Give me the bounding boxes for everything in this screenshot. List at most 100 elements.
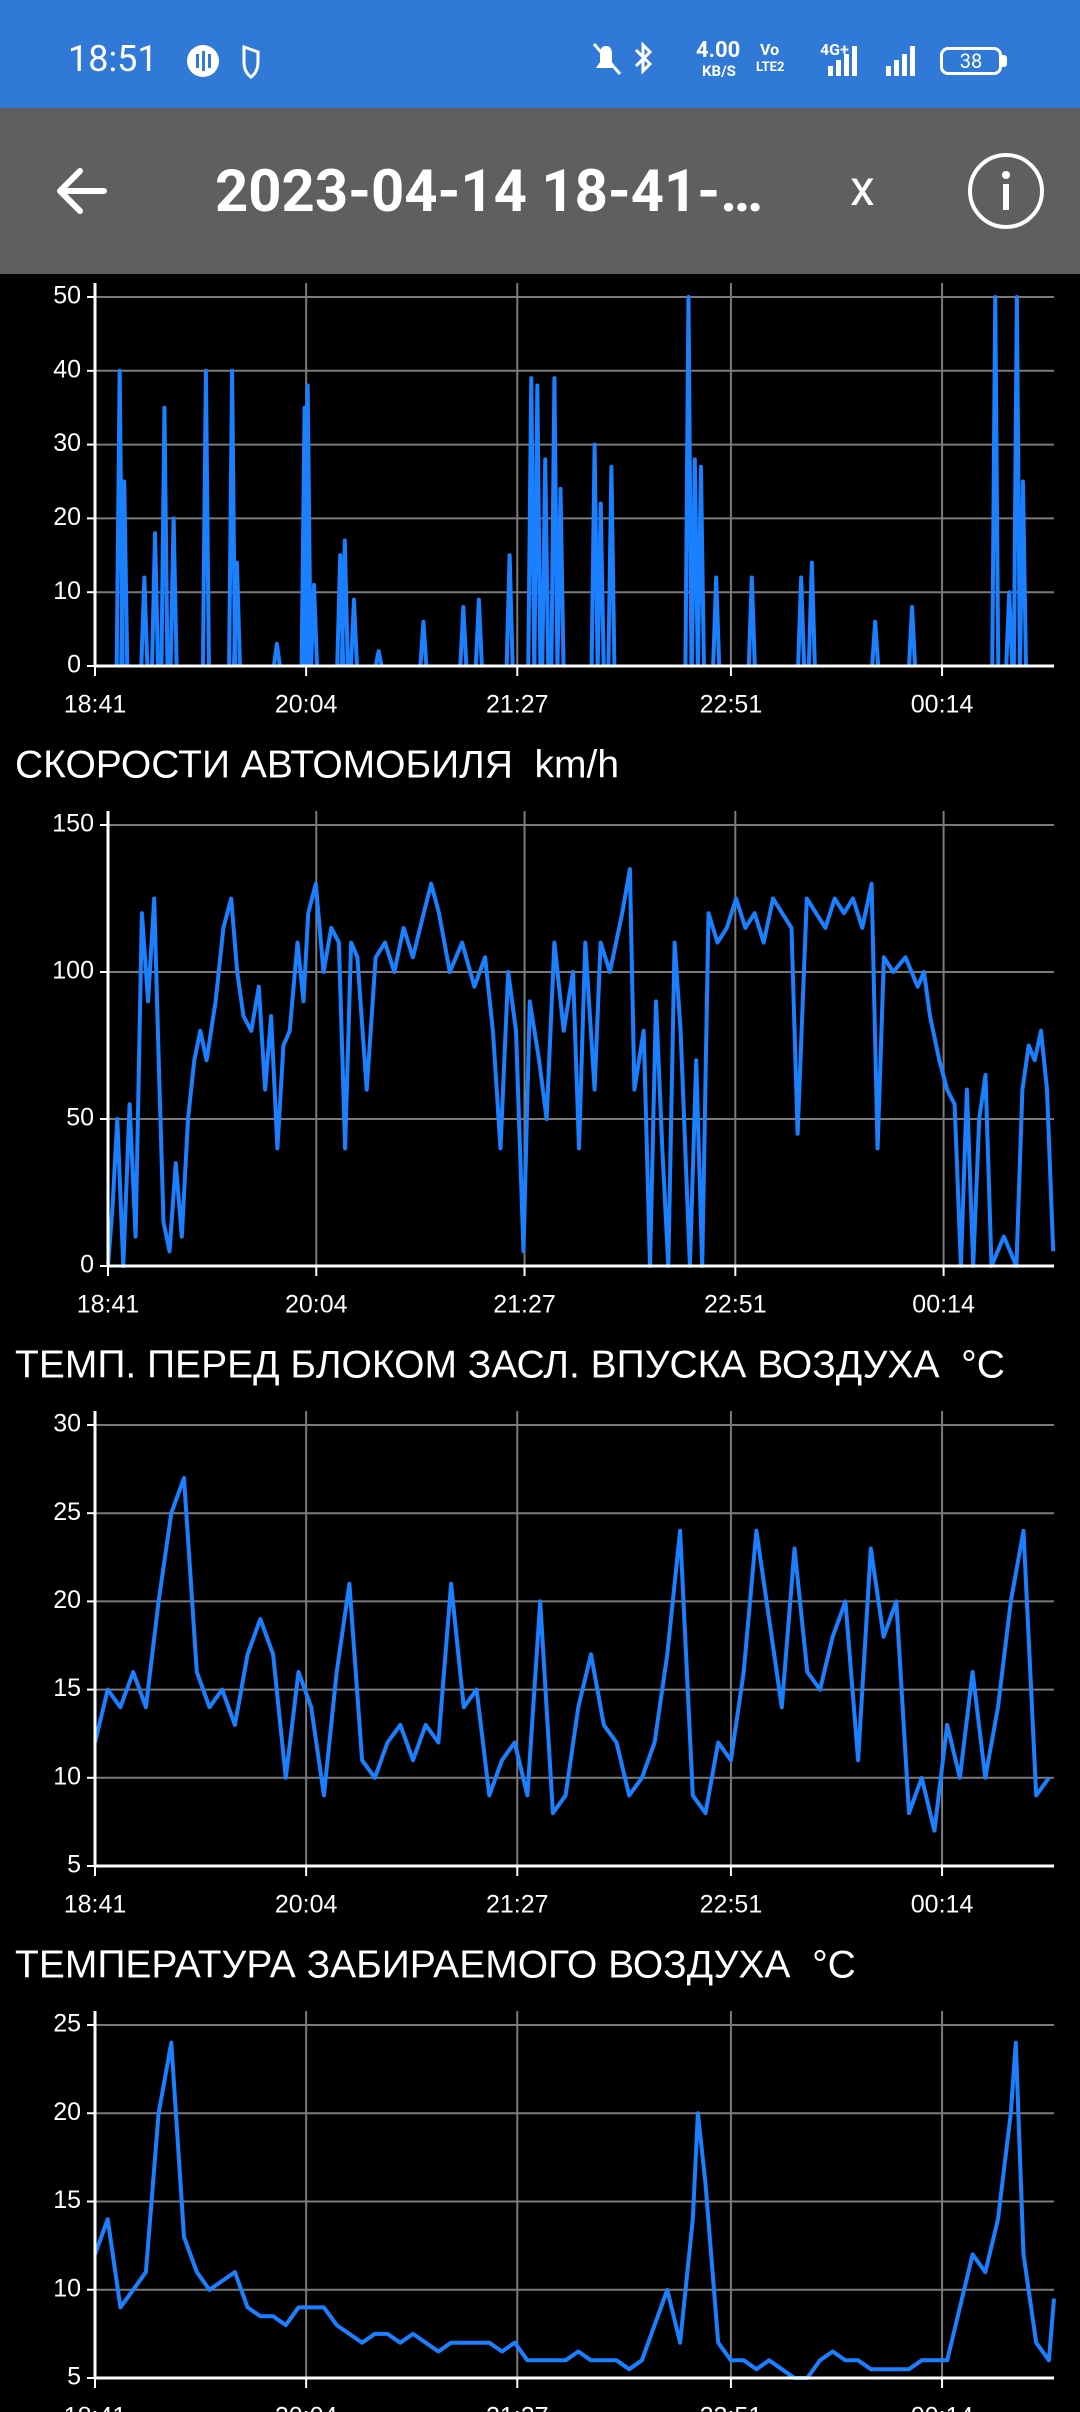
x-tick-label: 21:27 bbox=[486, 691, 549, 719]
volte-sub: LTE2 bbox=[756, 60, 785, 75]
y-tick-label: 100 bbox=[52, 957, 94, 985]
data-line bbox=[93, 1475, 1051, 1833]
spike bbox=[526, 376, 537, 667]
x-tick-label: 00:14 bbox=[912, 1291, 975, 1319]
y-tick-label: 20 bbox=[53, 503, 81, 531]
spike bbox=[1004, 590, 1015, 667]
spike bbox=[589, 442, 600, 667]
spike bbox=[418, 619, 429, 667]
spike bbox=[227, 368, 238, 667]
screen-title: 2023-04-14 18-41-… bbox=[215, 158, 764, 226]
app-bar: 2023-04-14 18-41-… x bbox=[0, 108, 1080, 274]
y-tick-label: 15 bbox=[53, 1674, 81, 1702]
info-button[interactable] bbox=[966, 151, 1046, 231]
spike bbox=[150, 531, 161, 667]
x-tick-label: 18:41 bbox=[77, 1291, 140, 1319]
spike bbox=[870, 619, 881, 667]
chart-title: ТЕМПЕРАТУРА ЗАБИРАЕМОГО ВОЗДУХА °C bbox=[15, 1943, 856, 1986]
x-tick-label: 22:51 bbox=[704, 1291, 767, 1319]
x-tick-label: 22:51 bbox=[700, 2403, 763, 2412]
clock: 18:51 bbox=[68, 38, 158, 80]
y-tick-label: 15 bbox=[53, 2186, 81, 2214]
x-tick-label: 18:41 bbox=[64, 691, 127, 719]
y-tick-label: 25 bbox=[53, 1498, 81, 1526]
spike bbox=[555, 486, 566, 667]
spike bbox=[504, 553, 515, 667]
spike bbox=[532, 383, 543, 667]
x-tick-label: 21:27 bbox=[493, 1291, 556, 1319]
status-bar: 18:51 4.00 KB/S Vo LTE2 4G+ 38 bbox=[0, 0, 1080, 108]
spike bbox=[339, 538, 350, 667]
spike bbox=[119, 479, 130, 667]
spike bbox=[990, 295, 1001, 667]
spike bbox=[595, 501, 606, 667]
x-tick-label: 00:14 bbox=[911, 2403, 974, 2412]
spike bbox=[746, 575, 757, 667]
y-tick-label: 20 bbox=[53, 1586, 81, 1614]
spike bbox=[159, 405, 170, 667]
mute-bluetooth-icons bbox=[592, 41, 653, 75]
x-tick-label: 18:41 bbox=[64, 2403, 127, 2412]
status-icons bbox=[187, 44, 260, 79]
spike bbox=[549, 376, 560, 667]
spike bbox=[139, 575, 150, 667]
network-type: 4G+ bbox=[820, 40, 849, 59]
y-tick-label: 150 bbox=[52, 810, 94, 838]
y-tick-label: 10 bbox=[53, 2274, 81, 2302]
y-tick-label: 30 bbox=[53, 429, 81, 457]
y-tick-label: 5 bbox=[67, 1851, 81, 1879]
spike bbox=[309, 582, 320, 667]
y-tick-label: 25 bbox=[53, 2010, 81, 2038]
x-tick-label: 00:14 bbox=[911, 1891, 974, 1919]
spike bbox=[348, 597, 359, 667]
spike bbox=[695, 464, 706, 667]
y-tick-label: 40 bbox=[53, 355, 81, 383]
y-tick-label: 30 bbox=[53, 1410, 81, 1438]
back-button[interactable] bbox=[54, 166, 110, 216]
spike bbox=[711, 575, 722, 667]
volte: Vo bbox=[760, 40, 780, 59]
spike bbox=[606, 464, 617, 667]
x-tick-label: 00:14 bbox=[911, 691, 974, 719]
x-tick-label: 21:27 bbox=[486, 1891, 549, 1919]
data-line bbox=[106, 867, 1056, 1268]
y-tick-label: 10 bbox=[53, 1762, 81, 1790]
spike bbox=[796, 575, 807, 667]
net-speed: 4.00 bbox=[696, 38, 741, 63]
chart-title: ТЕМП. ПЕРЕД БЛОКОМ ЗАСЛ. ВПУСКА ВОЗДУХА … bbox=[15, 1343, 1005, 1386]
x-tick-label: 20:04 bbox=[275, 691, 338, 719]
spike bbox=[473, 597, 484, 667]
chart-title: СКОРОСТИ АВТОМОБИЛЯ km/h bbox=[15, 743, 619, 786]
net-unit: KB/S bbox=[702, 62, 736, 80]
y-tick-label: 20 bbox=[53, 2098, 81, 2126]
x-tick-label: 20:04 bbox=[275, 2403, 338, 2412]
x-tick-label: 22:51 bbox=[700, 691, 763, 719]
spike bbox=[1017, 479, 1028, 667]
spike bbox=[200, 368, 211, 667]
spike bbox=[1011, 295, 1022, 667]
y-tick-label: 0 bbox=[67, 651, 81, 679]
spike bbox=[806, 560, 817, 667]
y-tick-label: 50 bbox=[53, 282, 81, 310]
data-line bbox=[93, 2040, 1056, 2380]
signal-icons bbox=[828, 46, 915, 76]
battery-tip bbox=[1002, 55, 1007, 67]
y-tick-label: 0 bbox=[80, 1251, 94, 1279]
spike bbox=[689, 457, 700, 667]
spike bbox=[302, 383, 313, 667]
y-tick-label: 10 bbox=[53, 577, 81, 605]
battery: 38 bbox=[940, 47, 1002, 75]
x-tick-label: 20:04 bbox=[275, 1891, 338, 1919]
y-tick-label: 5 bbox=[67, 2363, 81, 2391]
y-tick-label: 50 bbox=[66, 1104, 94, 1132]
spike bbox=[540, 457, 551, 667]
spike bbox=[907, 604, 918, 667]
spike bbox=[231, 560, 242, 667]
spike bbox=[458, 604, 469, 667]
spike bbox=[683, 295, 694, 667]
x-tick-label: 21:27 bbox=[486, 2403, 549, 2412]
close-button[interactable]: x bbox=[850, 160, 875, 218]
x-tick-label: 18:41 bbox=[64, 1891, 127, 1919]
